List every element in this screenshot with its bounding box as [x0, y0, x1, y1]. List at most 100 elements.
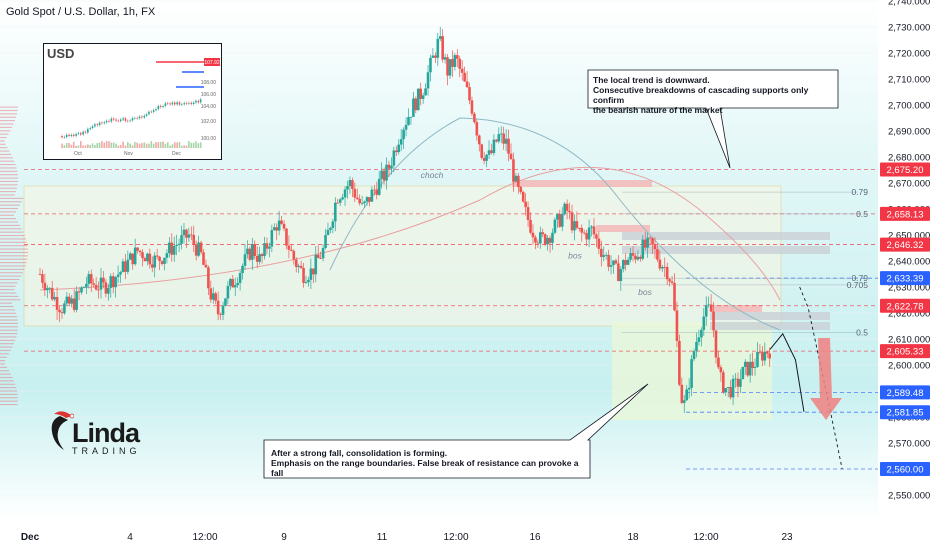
candle-body [431, 55, 435, 58]
candle-body [58, 309, 61, 313]
candle-body [682, 400, 686, 403]
volume-profile [0, 106, 28, 406]
price-label-box [880, 385, 930, 400]
volume-profile-bar [0, 167, 17, 169]
candle-body [502, 133, 505, 144]
volume-profile-bar [0, 245, 28, 247]
inset-candle [84, 131, 87, 133]
candle-body [89, 274, 93, 284]
candle-body [473, 113, 476, 123]
inset-candle [103, 122, 106, 124]
volume-profile-bar [0, 116, 17, 118]
candle-body [497, 134, 501, 142]
candle-body [731, 378, 735, 398]
candle-body [333, 202, 337, 222]
volume-profile-bar [0, 265, 26, 267]
candle-body [331, 221, 335, 228]
candle-body [263, 243, 266, 257]
candle-body [465, 81, 469, 88]
candle-body [246, 248, 249, 255]
candle-body [614, 260, 618, 264]
candle-body [412, 98, 415, 117]
candle-body [463, 72, 466, 82]
inset-volume-bar [98, 142, 101, 148]
candle-body [97, 289, 100, 291]
inset-candle [190, 102, 193, 105]
candle-body [490, 150, 493, 154]
volume-profile-bar [0, 211, 17, 213]
bearish-arrow [810, 338, 842, 420]
candle-body [524, 201, 527, 208]
candle-body [231, 279, 235, 288]
volume-profile-bar [0, 113, 18, 115]
candle-body [629, 253, 632, 260]
inset-candle [188, 102, 190, 104]
inset-candle [98, 122, 101, 126]
volume-profile-bar [0, 305, 14, 308]
volume-profile-bar [0, 376, 13, 379]
price-tick-label: 2,620.000 [888, 309, 930, 320]
grey-block-3 [710, 312, 830, 320]
candle-body [563, 203, 566, 214]
candle-body [233, 285, 237, 288]
candle-body [619, 269, 623, 282]
candle-body [556, 214, 559, 220]
volume-profile-bar [0, 333, 18, 335]
inset-candle [166, 103, 169, 104]
inset-volume-bar [108, 141, 110, 148]
candle-body [304, 282, 308, 283]
candle-body [292, 250, 296, 260]
candle-body [407, 117, 410, 125]
candle-body [685, 389, 689, 401]
inset-volume-bar [143, 142, 146, 148]
volume-profile-bar [0, 241, 27, 243]
candle-body [341, 197, 344, 200]
inset-candle [195, 100, 197, 103]
candle-body [92, 283, 95, 285]
inset-volume-bar [157, 142, 160, 148]
candle-body [287, 245, 291, 250]
candle-body [253, 244, 257, 256]
candle-body [641, 239, 645, 259]
brand-logo-icon [51, 411, 74, 450]
inset-candle [112, 118, 115, 120]
volume-profile-bar [0, 309, 15, 311]
volume-profile-bar [0, 133, 9, 135]
candle-body [477, 135, 481, 145]
price-tick-label: 2,730.000 [888, 23, 930, 34]
inset-volume-bar [145, 143, 148, 148]
candle-body [404, 124, 408, 130]
inset-volume-bar [61, 143, 63, 148]
candle-body [126, 259, 130, 272]
candle-body [131, 253, 135, 265]
candle-body [43, 282, 47, 291]
candle-body [765, 351, 769, 354]
candle-body [373, 189, 376, 191]
inset-candle [87, 128, 89, 133]
candle-body [509, 153, 513, 160]
candle-body [312, 268, 315, 275]
candle-body [634, 255, 637, 260]
volume-profile-bar [0, 207, 19, 210]
inset-volume-bar [63, 145, 66, 148]
candle-body [111, 276, 115, 288]
candle-body [70, 298, 74, 304]
candle-body [38, 274, 42, 275]
volume-profile-bar [0, 295, 19, 297]
candle-body [170, 242, 174, 255]
inset-candle [143, 115, 146, 118]
inset-candle [65, 134, 68, 137]
time-tick-label: 11 [377, 532, 388, 543]
inset-volume-bar [183, 145, 185, 148]
candle-body [724, 388, 728, 393]
candle-body [321, 247, 325, 259]
inset-volume-bar [138, 143, 141, 148]
inset-candle [117, 120, 120, 122]
candle-body [399, 139, 403, 145]
inset-candle [119, 119, 122, 122]
candle-body [394, 150, 398, 153]
volume-profile-bar [0, 329, 18, 331]
candle-body [456, 55, 459, 59]
